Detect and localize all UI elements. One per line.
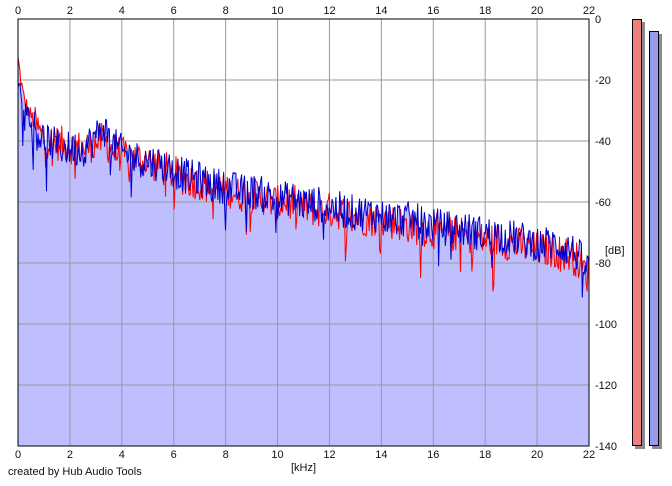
x-tick-label-bottom: 20: [531, 449, 543, 461]
x-tick-label-bottom: 10: [271, 449, 283, 461]
y-tick-label: -140: [595, 441, 617, 453]
x-tick-label-bottom: 18: [479, 449, 491, 461]
channel-2-trace: [17, 83, 590, 298]
y-tick-label: -60: [595, 197, 611, 209]
x-tick-label-bottom: 4: [119, 449, 125, 461]
x-tick-label-top: 14: [375, 5, 387, 17]
x-tick-label-top: 10: [271, 5, 283, 17]
x-tick-label-top: 8: [223, 5, 229, 17]
x-tick-label-top: 20: [531, 5, 543, 17]
channel-1-trace: [17, 56, 590, 292]
x-tick-label-bottom: 8: [223, 449, 229, 461]
x-tick-label-top: 4: [119, 5, 125, 17]
x-tick-label-bottom: 22: [583, 449, 595, 461]
plot-frame: [17, 18, 590, 447]
y-axis-label: [dB]: [605, 245, 625, 257]
x-tick-label-top: 6: [171, 5, 177, 17]
x-tick-label-bottom: 12: [323, 449, 335, 461]
y-tick-label: -120: [595, 380, 617, 392]
spectrum-fill-area: [18, 56, 589, 446]
x-tick-label-top: 2: [67, 5, 73, 17]
credit-text: created by Hub Audio Tools: [8, 466, 142, 478]
x-tick-label-bottom: 16: [427, 449, 439, 461]
x-tick-label-top: 0: [15, 5, 21, 17]
x-tick-label-top: 12: [323, 5, 335, 17]
x-tick-label-top: 18: [479, 5, 491, 17]
x-tick-label-top: 16: [427, 5, 439, 17]
x-tick-label-bottom: 14: [375, 449, 387, 461]
x-tick-label-top: 22: [583, 5, 595, 17]
y-tick-label: -40: [595, 136, 611, 148]
x-tick-label-bottom: 2: [67, 449, 73, 461]
x-tick-label-bottom: 0: [15, 449, 21, 461]
y-tick-label: 0: [595, 14, 601, 26]
y-tick-label: -20: [595, 75, 611, 87]
right-channel-level-meter: [649, 31, 659, 446]
x-tick-label-bottom: 6: [171, 449, 177, 461]
x-axis-label: [kHz]: [291, 462, 316, 474]
left-channel-level-meter: [632, 19, 642, 446]
y-tick-label: -100: [595, 319, 617, 331]
y-tick-label: -80: [595, 258, 611, 270]
